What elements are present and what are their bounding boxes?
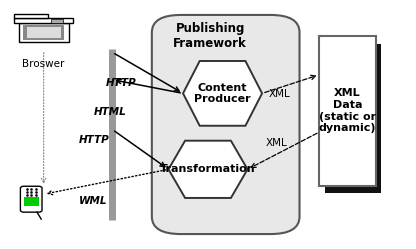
Bar: [14, 14, 48, 18]
Text: Content
Producer: Content Producer: [194, 83, 251, 104]
Text: Broswer: Broswer: [22, 59, 65, 68]
Text: HTTP: HTTP: [79, 135, 110, 145]
Polygon shape: [183, 61, 262, 126]
Text: Transformation: Transformation: [160, 164, 256, 174]
Text: XML
Data
(static or
dynamic): XML Data (static or dynamic): [319, 88, 376, 133]
Polygon shape: [168, 141, 248, 198]
Text: Publishing
Framework: Publishing Framework: [173, 22, 247, 50]
Text: XML: XML: [265, 138, 287, 148]
Text: HTML: HTML: [94, 107, 126, 117]
Bar: [319, 36, 376, 186]
FancyBboxPatch shape: [20, 186, 42, 212]
Text: HTTP: HTTP: [106, 78, 137, 88]
Bar: [51, 19, 63, 23]
Bar: [14, 18, 74, 23]
Bar: [23, 25, 64, 40]
Text: XML: XML: [268, 89, 290, 99]
Bar: [325, 44, 381, 193]
Bar: [27, 27, 61, 38]
Bar: [24, 197, 39, 206]
Text: WML: WML: [79, 196, 108, 206]
Bar: [18, 23, 69, 42]
FancyBboxPatch shape: [152, 15, 300, 234]
